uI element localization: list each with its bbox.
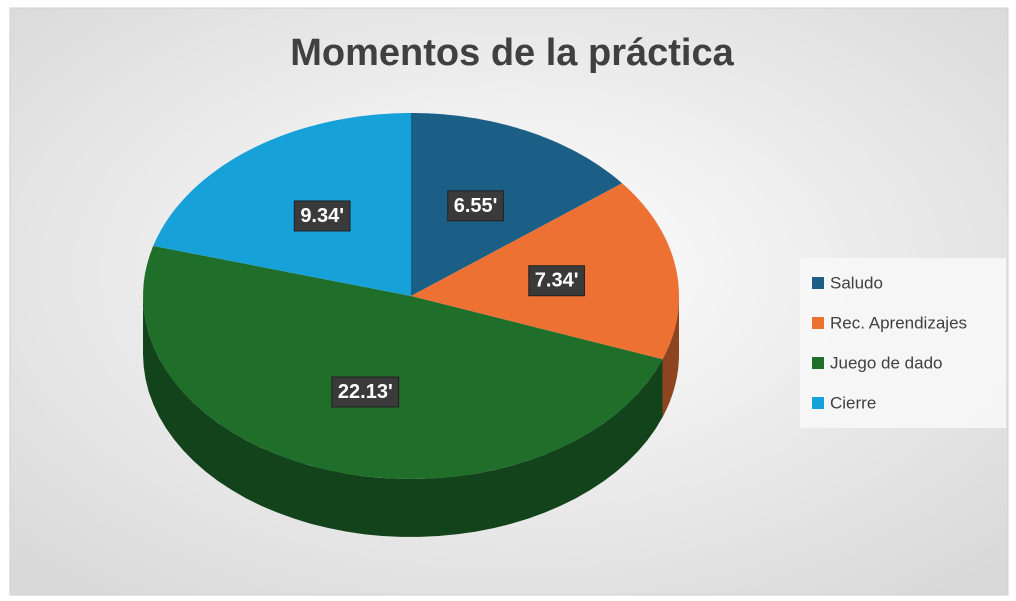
slice xyxy=(143,245,663,479)
legend-label: Cierre xyxy=(830,393,876,412)
data-label-box xyxy=(528,265,585,297)
data-label: 9.34' xyxy=(300,205,344,227)
slice xyxy=(153,113,411,296)
slice-side xyxy=(662,296,679,418)
legend-label: Saludo xyxy=(830,273,883,292)
legend-label: Juego de dado xyxy=(830,353,943,372)
legend-swatch xyxy=(812,397,824,409)
data-label: 22.13' xyxy=(338,381,393,403)
slice xyxy=(411,113,623,296)
legend-swatch xyxy=(812,277,824,289)
data-label: 6.55' xyxy=(454,195,498,217)
legend-swatch xyxy=(812,357,824,369)
legend-label: Rec. Aprendizajes xyxy=(830,313,967,332)
legend-box xyxy=(800,258,1006,428)
data-label-box xyxy=(293,200,351,232)
pie: 6.55' 7.34' 22.13' 9.34' xyxy=(143,113,679,537)
data-label-box xyxy=(447,190,504,222)
chart-title: Momentos de la práctica xyxy=(290,32,734,74)
data-label: 7.34' xyxy=(535,270,579,292)
slice-side xyxy=(143,296,663,537)
legend: Saludo Rec. Aprendizajes Juego de dado Cier… xyxy=(800,258,1006,428)
data-label-box xyxy=(331,376,400,408)
legend-swatch xyxy=(812,317,824,329)
